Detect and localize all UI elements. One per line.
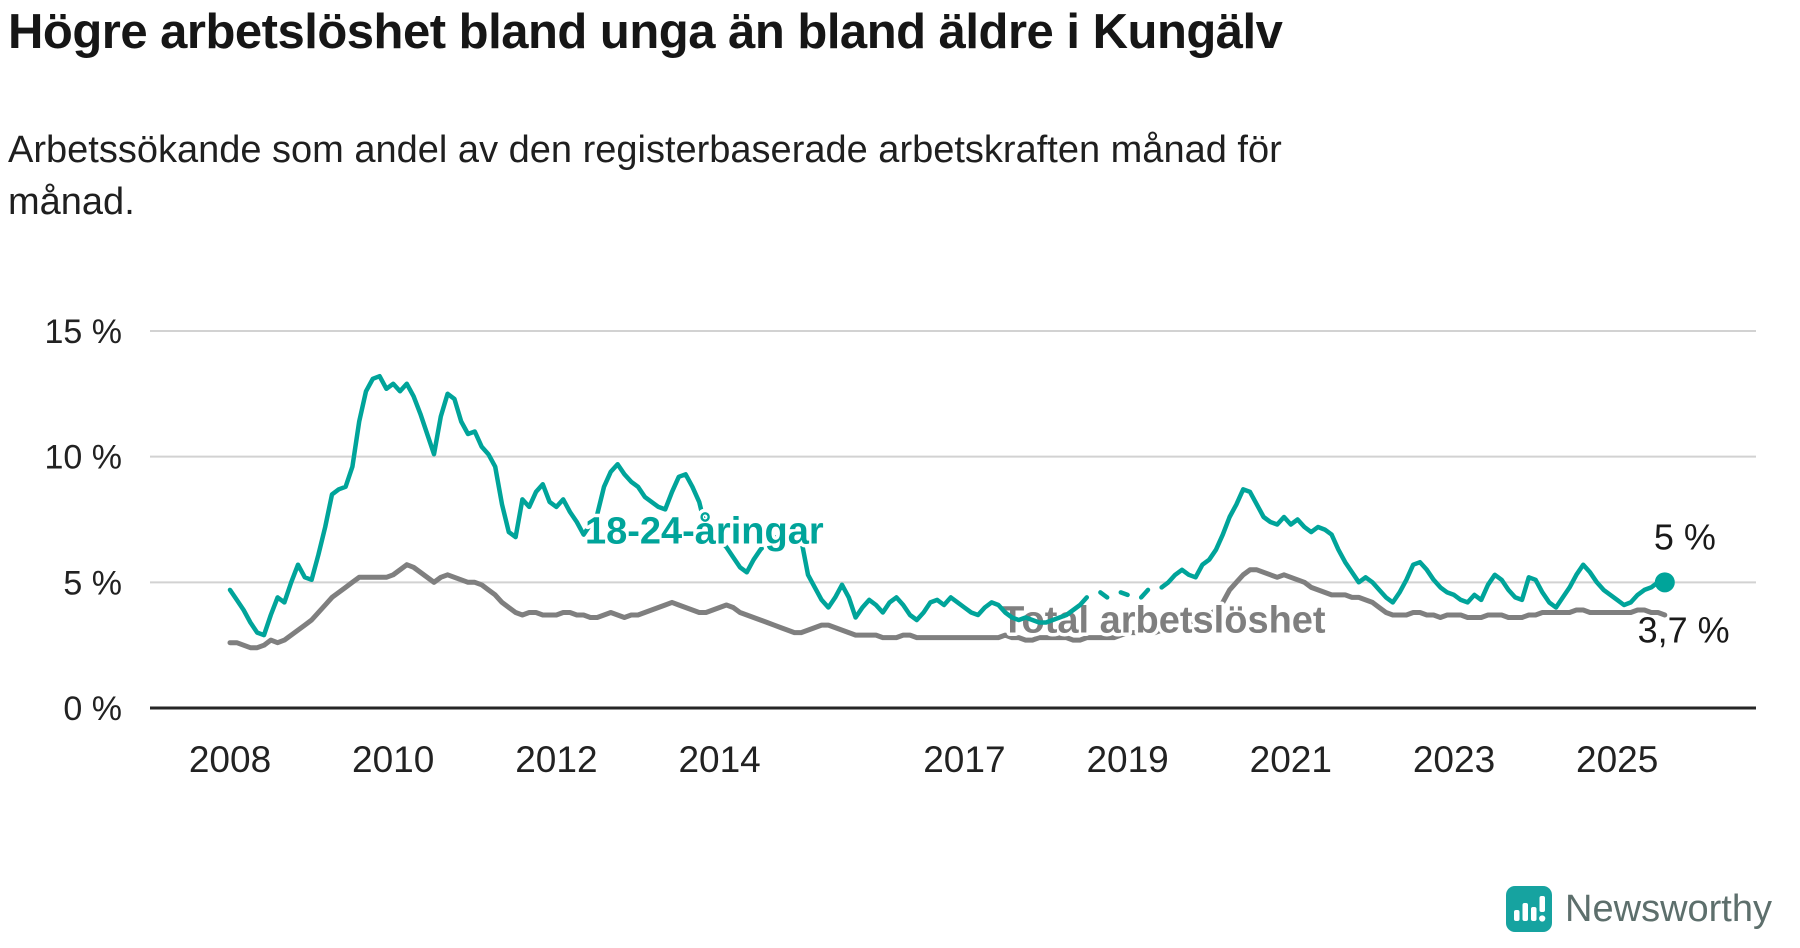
series-label-youth: 18-24-åringar [585, 510, 824, 552]
x-axis-tick-label: 2008 [189, 739, 271, 780]
x-axis-tick-label: 2025 [1576, 739, 1658, 780]
x-axis-tick-label: 2017 [923, 739, 1005, 780]
series-end-dot-youth [1654, 572, 1675, 593]
x-axis-tick-label: 2023 [1413, 739, 1495, 780]
series-line-total [227, 562, 1668, 651]
value-annotation: 5 % [1654, 517, 1716, 558]
x-axis-tick-label: 2021 [1250, 739, 1332, 780]
x-axis-tick-label: 2019 [1086, 739, 1168, 780]
newsworthy-logo-text: Newsworthy [1565, 887, 1772, 930]
y-axis-tick-label: 0 % [63, 690, 122, 728]
x-axis-tick-label: 2014 [678, 739, 760, 780]
x-axis-tick-label: 2010 [352, 739, 434, 780]
x-axis-tick-label: 2012 [515, 739, 597, 780]
y-axis-tick-label: 5 % [63, 564, 122, 602]
chart-subtitle: Arbetssökande som andel av den registerb… [8, 129, 1282, 224]
value-annotation: 3,7 % [1638, 610, 1730, 651]
newsworthy-logo-icon [1506, 886, 1553, 932]
y-axis-tick-label: 15 % [45, 313, 123, 351]
chart-title: Högre arbetslöshet bland unga än bland ä… [8, 5, 1283, 59]
series-line-youth [227, 373, 1668, 638]
y-axis-tick-label: 10 % [45, 439, 123, 477]
newsworthy-branding: Newsworthy [1506, 886, 1772, 932]
